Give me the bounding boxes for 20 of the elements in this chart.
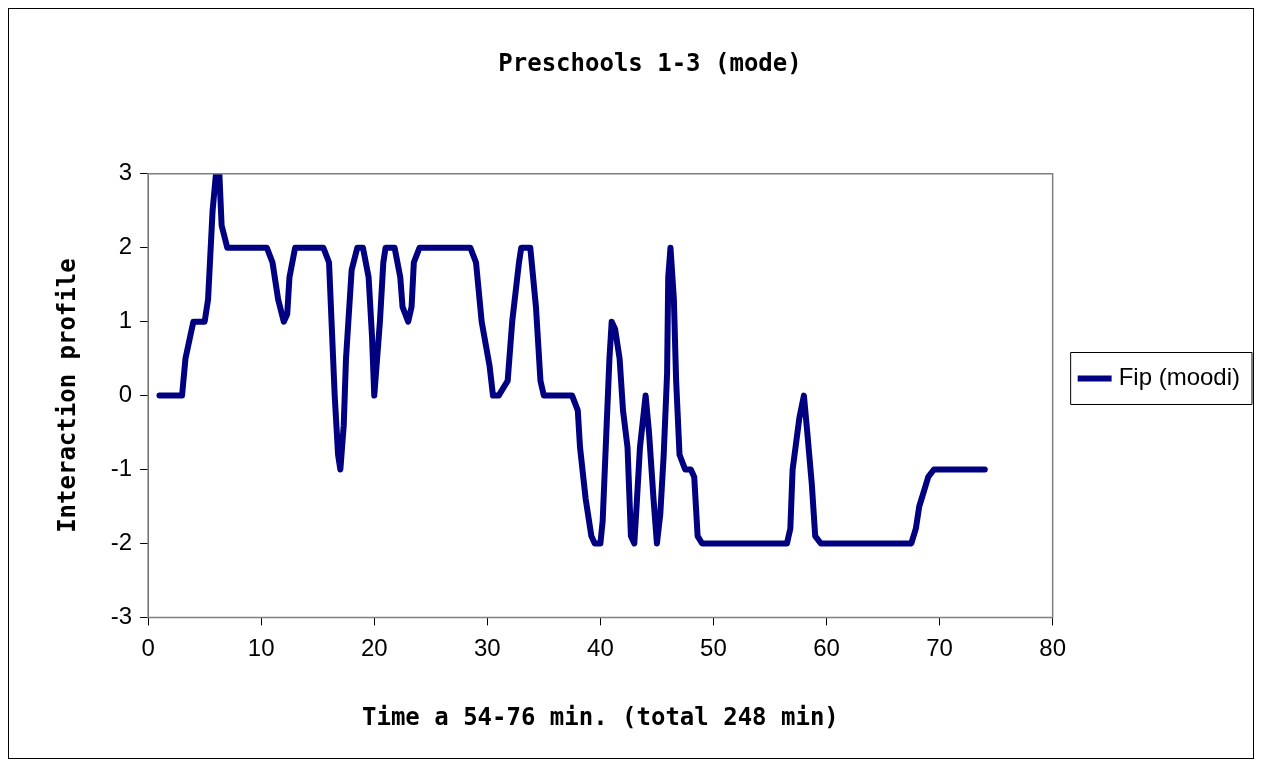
y-tick-label: 1 bbox=[118, 306, 133, 334]
legend-label: Fip (moodi) bbox=[1118, 363, 1240, 391]
x-tick-label: 80 bbox=[1039, 634, 1066, 662]
x-tick-label: 30 bbox=[473, 634, 501, 662]
y-tick-label: -3 bbox=[110, 602, 133, 630]
y-tick-label: -1 bbox=[110, 454, 133, 482]
y-tick-label: 0 bbox=[118, 380, 133, 408]
x-axis-title: Time a 54-76 min. (total 248 min) bbox=[361, 702, 839, 731]
y-tick-label: -2 bbox=[110, 528, 133, 556]
x-tick-label: 60 bbox=[813, 634, 840, 662]
x-tick-label: 70 bbox=[926, 634, 953, 662]
x-tick-label: 0 bbox=[141, 634, 155, 662]
y-tick-label: 3 bbox=[118, 158, 133, 186]
x-tick-label: 10 bbox=[247, 634, 275, 662]
chart-title: Preschools 1-3 (mode) bbox=[498, 48, 802, 77]
x-tick-label: 50 bbox=[700, 634, 727, 662]
y-axis-title: Interaction profile bbox=[52, 258, 81, 533]
x-tick-label: 20 bbox=[360, 634, 388, 662]
y-tick-label: 2 bbox=[118, 232, 133, 260]
x-tick-label: 40 bbox=[587, 634, 614, 662]
